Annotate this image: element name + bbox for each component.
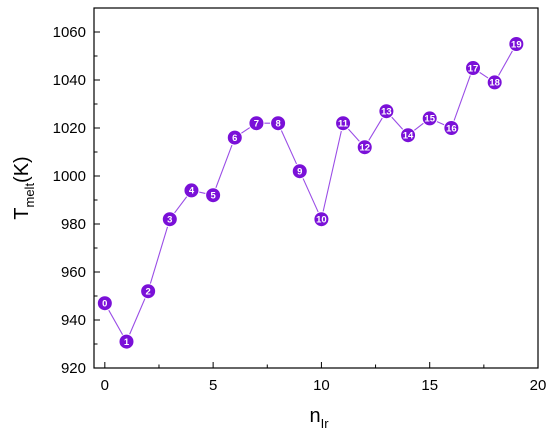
data-point-marker (486, 74, 503, 91)
data-point: 11 (335, 115, 352, 132)
data-point-label: 10 (316, 215, 327, 226)
y-tick-label: 1000 (53, 168, 86, 185)
data-point-label: 14 (403, 131, 414, 142)
y-tick-label: 980 (61, 216, 86, 233)
data-point-label: 7 (254, 119, 259, 130)
data-point: 0 (96, 295, 113, 312)
x-axis: 0 5 10 15 20 (101, 362, 547, 394)
y-tick-label: 960 (61, 264, 86, 281)
data-point: 17 (465, 60, 482, 76)
data-point: 16 (443, 120, 460, 136)
data-point-marker (465, 60, 482, 76)
x-tick-label: 10 (313, 377, 330, 394)
data-point-marker (400, 127, 417, 144)
data-point-marker (378, 103, 395, 120)
data-point-label: 8 (275, 119, 280, 130)
x-tick-label: 20 (530, 377, 547, 394)
y-axis-title: Tmelt(K) (11, 156, 37, 219)
x-tick-label: 15 (421, 377, 438, 394)
data-point-label: 9 (297, 167, 302, 178)
data-point-label: 11 (338, 119, 349, 130)
data-point-label: 0 (102, 299, 107, 310)
data-point: 14 (400, 127, 417, 144)
data-point-label: 18 (489, 78, 500, 89)
data-point-marker (421, 110, 438, 127)
data-point-label: 4 (189, 186, 195, 197)
data-point: 15 (421, 110, 438, 127)
x-axis-title: nIr (309, 405, 329, 431)
series-line-group (104, 43, 517, 343)
data-point-marker (96, 295, 113, 312)
data-point-label: 17 (468, 63, 479, 74)
plot-frame (93, 7, 539, 369)
data-point-label: 16 (446, 123, 457, 134)
data-point-label: 3 (167, 215, 172, 226)
data-point-label: 6 (232, 133, 237, 144)
data-point-marker (313, 211, 330, 228)
data-point: 1 (118, 333, 135, 350)
data-point-marker (335, 115, 352, 132)
data-point: 9 (291, 163, 308, 180)
data-point-marker (270, 115, 287, 132)
data-point-marker (183, 182, 200, 199)
data-point: 10 (313, 211, 330, 228)
data-point-label: 13 (381, 107, 392, 118)
data-point-marker (161, 211, 178, 228)
data-point-label: 2 (145, 287, 150, 298)
x-tick-label: 0 (101, 377, 109, 394)
data-point-marker (205, 187, 222, 204)
y-tick-label: 940 (61, 312, 86, 329)
data-point-label: 1 (124, 337, 130, 348)
y-axis: 920 940 960 980 1000 1020 1040 1060 (53, 7, 100, 377)
series-line (104, 43, 517, 343)
data-point: 12 (356, 139, 373, 156)
data-point-label: 12 (359, 143, 370, 154)
data-point-marker (356, 139, 373, 156)
data-point: 3 (161, 211, 178, 228)
data-point-marker (140, 283, 157, 300)
data-point: 5 (205, 187, 222, 204)
data-point: 18 (486, 74, 503, 91)
y-tick-label: 920 (61, 360, 86, 377)
data-point-marker (508, 36, 525, 52)
data-point-label: 19 (511, 39, 522, 50)
data-point-marker (226, 129, 243, 146)
y-tick-label: 1020 (53, 120, 86, 137)
data-point: 6 (226, 129, 243, 146)
data-point-marker (443, 120, 460, 136)
data-point-marker (248, 115, 265, 132)
data-point-label: 5 (210, 191, 216, 202)
data-point: 19 (508, 36, 525, 52)
data-point: 2 (140, 283, 157, 300)
y-tick-label: 1060 (53, 24, 86, 41)
data-point-marker (291, 163, 308, 180)
data-point: 4 (183, 182, 200, 199)
y-tick-label: 1040 (53, 72, 86, 89)
data-point-label: 15 (424, 114, 435, 125)
data-point: 7 (248, 115, 265, 132)
data-point-marker (118, 333, 135, 350)
data-point: 8 (270, 115, 287, 132)
data-point: 13 (378, 103, 395, 120)
x-tick-label: 5 (209, 377, 217, 394)
